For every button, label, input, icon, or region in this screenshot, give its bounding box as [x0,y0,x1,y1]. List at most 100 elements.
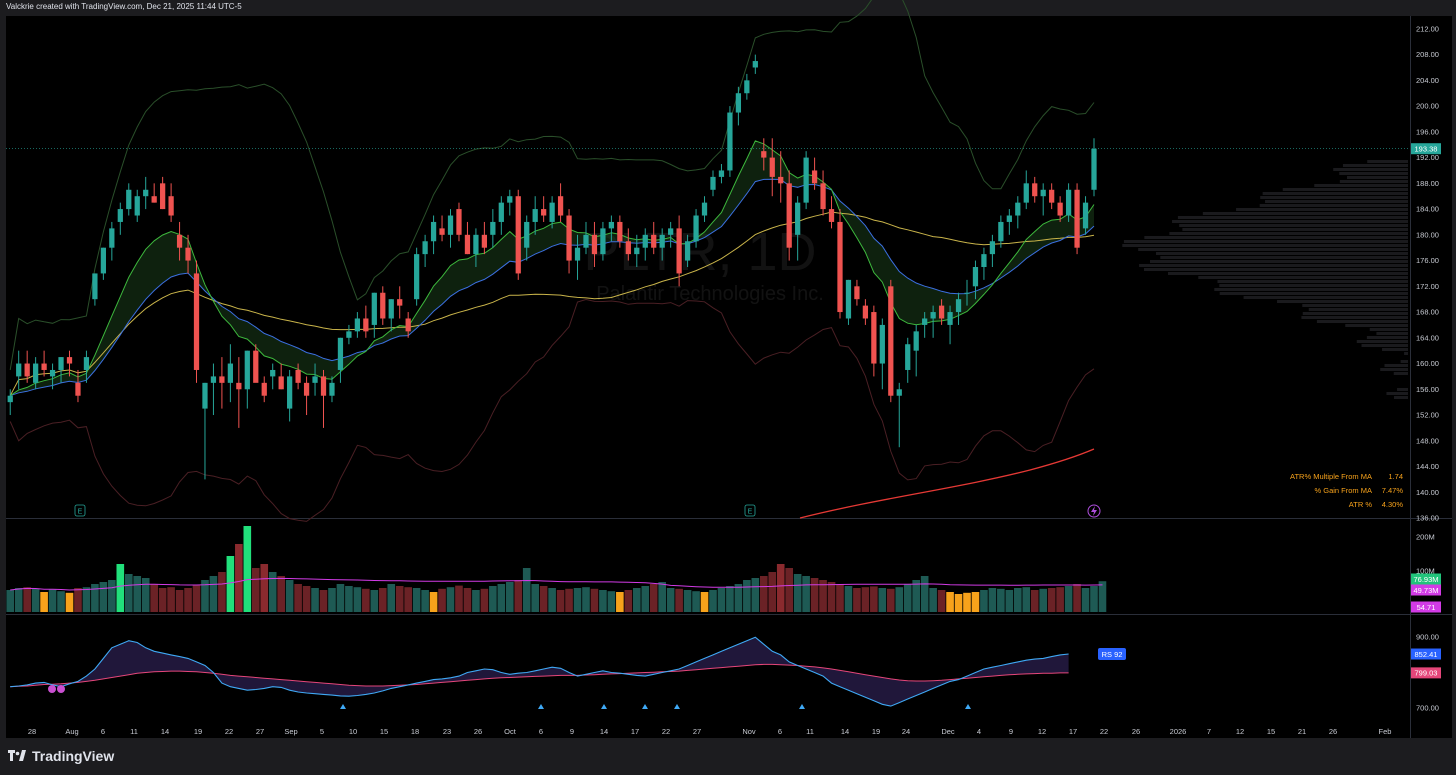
candle-body [346,331,352,338]
volume-profile-bar [1219,292,1408,295]
candle [143,176,149,210]
volume-profile-bar [1262,192,1408,195]
candle-body [778,176,784,184]
date-tick-label: 9 [1009,727,1013,736]
candle-body [888,286,894,396]
candle [405,312,411,338]
candle-body [303,382,310,396]
candle-body [134,196,140,216]
volume-bar [497,584,506,612]
volume-profile-bar [1139,264,1408,267]
date-tick-label: 23 [443,727,451,736]
candle [871,305,877,377]
candle-body [185,247,191,261]
candle [744,73,750,100]
candle [278,363,284,390]
volume-profile-bar [1122,244,1408,247]
date-tick-label: 27 [256,727,264,736]
candle-body [524,221,530,248]
volume-bar [819,580,827,612]
candle-body [202,382,208,409]
volume-bar [480,588,489,612]
candle-body [49,369,56,377]
volume-profile-bar [1277,300,1408,303]
volume-bar [1013,588,1022,612]
candle [253,344,259,383]
volume-bar [810,578,819,612]
candle-body [795,202,801,235]
volume-tick-label: 100M [1416,567,1435,576]
stat-value: 4.30% [1382,500,1404,509]
plot-area [6,16,1410,722]
candle-body [126,189,132,210]
stat-value: 7.47% [1382,486,1404,495]
volume-profile-bar [1345,324,1408,327]
volume-profile-bar [1367,160,1408,163]
candle-body [735,93,742,113]
volume-bar [184,588,192,612]
candle [998,215,1004,248]
date-tick-label: 9 [570,727,574,736]
volume-bar [370,590,379,612]
volume-bar [709,590,717,612]
rs-fill [10,637,1069,707]
volume-bar [658,582,666,612]
price-tick-label: 144.00 [1416,462,1439,471]
candle-body [913,331,919,351]
candle [972,260,979,300]
candle [557,183,564,222]
volume-bar [311,588,319,612]
candle-body [261,382,267,396]
candle [320,369,327,428]
candle-body [1091,148,1097,190]
candle-body [7,395,13,403]
rs-new-high-marker [340,704,346,709]
volume-profile-bar [1339,172,1408,175]
volume-profile-bar [1179,224,1408,227]
candle [1049,183,1055,210]
price-tick-label: 208.00 [1416,50,1439,59]
volume-bar [328,588,336,612]
candle [49,363,56,390]
candle-body [659,234,665,248]
candle-body [710,176,716,190]
candle-body [143,189,149,197]
volume-profile-bar [1172,220,1408,223]
candle [41,350,47,377]
candle [75,369,81,403]
candle [524,215,530,261]
volume-bar [870,586,878,612]
volume-bar [937,590,946,612]
candle [718,164,725,184]
date-tick-label: 21 [1298,727,1306,736]
volume-profile-bar [1168,272,1408,275]
volume-bar [734,584,743,612]
volume-bar [861,587,870,612]
candle-body [168,196,174,216]
candle [193,260,200,383]
candle [24,350,30,383]
tradingview-logo[interactable]: TradingView [8,748,114,764]
volume-bar [226,556,235,612]
earnings-marker-label: E [748,509,753,516]
candle [490,209,496,248]
candle [600,221,606,261]
price-tick-label: 156.00 [1416,385,1439,394]
volume-bar [844,586,853,612]
candle-body [955,299,962,313]
candle [456,202,462,242]
candle [473,228,479,267]
candle [778,151,784,203]
candle-body [701,202,708,216]
price-tick-label: 176.00 [1416,256,1439,265]
candle-body [456,209,462,235]
date-tick-label: 11 [806,727,814,736]
candle-body [549,202,555,222]
volume-profile-bar [1342,164,1408,167]
tradingview-icon [8,750,26,761]
volume-badge [1411,584,1441,596]
candle-body [1049,189,1055,203]
volume-bar [268,572,277,612]
candle [447,209,454,248]
candle [414,247,420,306]
